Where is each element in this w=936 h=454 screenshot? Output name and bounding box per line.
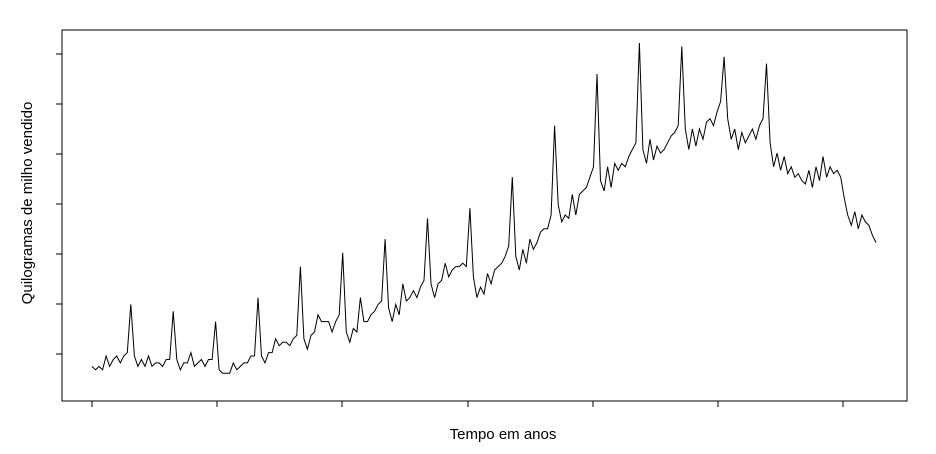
x-axis-label: Tempo em anos (450, 426, 557, 443)
x-axis-ticks (91, 401, 844, 407)
series-line (91, 42, 877, 374)
y-axis-label: Quilogramas de milho vendido (19, 102, 36, 305)
y-axis-ticks (56, 53, 62, 355)
plot-frame (61, 29, 908, 402)
